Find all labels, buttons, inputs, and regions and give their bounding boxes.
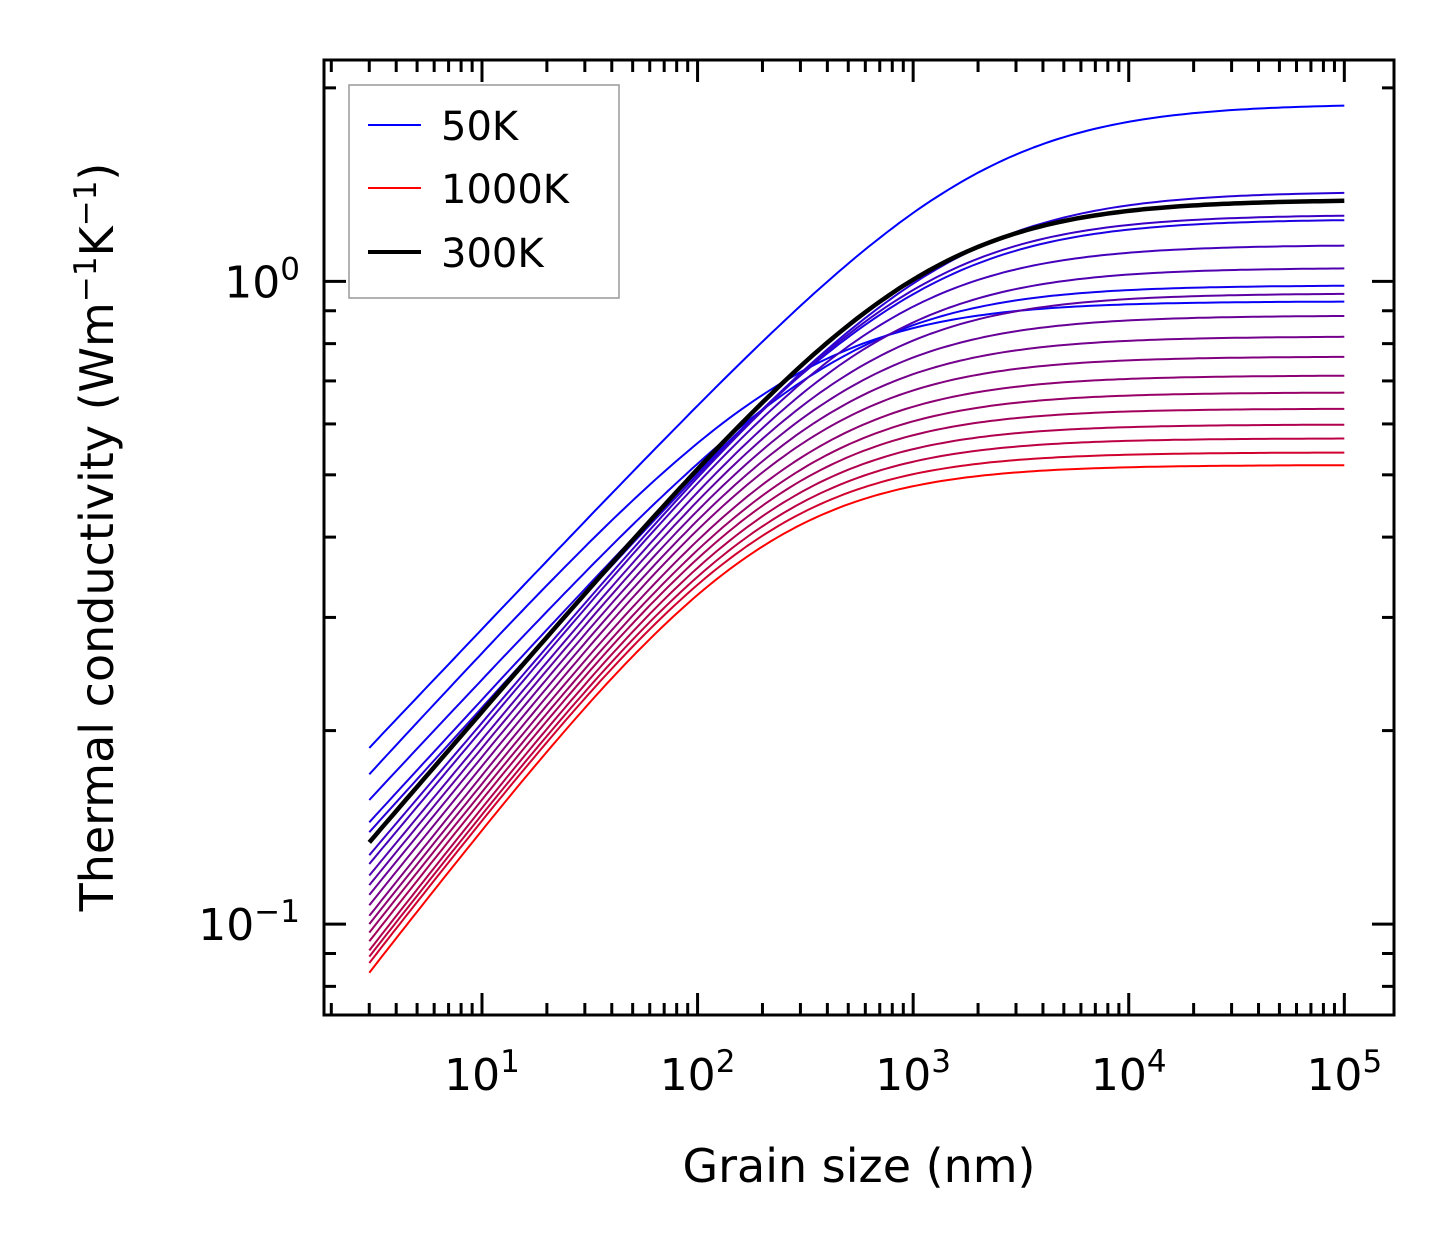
legend: 50K 1000K 300K — [348, 84, 620, 299]
y-tick-label: 10−1 — [198, 894, 300, 951]
x-tick-label-base: 10 — [875, 1050, 931, 1101]
series-line-500k — [368, 292, 1345, 886]
series-line-700k — [368, 374, 1345, 925]
series-line-1000k — [368, 464, 1345, 974]
plot-frame — [322, 58, 1396, 1017]
x-tick-label: 103 — [875, 1044, 951, 1101]
y-axis-label-sup1: −1 — [68, 256, 104, 302]
x-axis-label: Grain size (nm) — [683, 1139, 1036, 1193]
x-tick-label-base: 10 — [1306, 1050, 1362, 1101]
series-line-200k — [368, 219, 1345, 823]
series-lines — [367, 104, 1345, 974]
y-axis-label-sup2: −1 — [68, 181, 104, 227]
x-tick-label: 104 — [1091, 1044, 1167, 1101]
legend-label-300k: 300K — [441, 231, 545, 277]
y-axis-label: Thermal conductivity (Wm−1K−1) — [68, 163, 124, 913]
x-tick-label-exponent: 2 — [716, 1044, 736, 1080]
series-line-450k — [368, 267, 1345, 877]
series-line-800k — [368, 407, 1345, 942]
x-tick-label: 105 — [1306, 1044, 1382, 1101]
x-tick-labels: 101 102 103 104 105 — [444, 1044, 1382, 1101]
legend-label-1000k: 1000K — [441, 167, 571, 213]
x-tick-label-base: 10 — [444, 1050, 500, 1101]
y-tick-label-exponent: −1 — [254, 894, 300, 930]
series-line-300k — [367, 198, 1345, 844]
series-line-750k — [368, 391, 1345, 934]
y-axis-label-end: ) — [70, 163, 124, 181]
x-tick-label-exponent: 4 — [1147, 1044, 1167, 1080]
x-tick-label-base: 10 — [660, 1050, 716, 1101]
axis-ticks — [324, 60, 1394, 1015]
y-tick-label: 100 — [224, 251, 300, 308]
series-line-50k — [368, 104, 1345, 749]
y-tick-label-exponent: 0 — [280, 251, 300, 287]
series-line-400k — [368, 244, 1345, 865]
x-tick-label-exponent: 3 — [931, 1044, 951, 1080]
y-tick-label-base: 10 — [198, 900, 254, 951]
legend-frame — [348, 84, 620, 299]
series-line-650k — [368, 355, 1345, 917]
legend-label-50k: 50K — [441, 104, 520, 150]
x-tick-label: 101 — [444, 1044, 520, 1101]
series-line-900k — [368, 437, 1345, 958]
series-line-550k — [368, 315, 1345, 896]
series-line-350k — [368, 214, 1345, 856]
series-line-600k — [368, 335, 1345, 906]
x-tick-label-exponent: 5 — [1362, 1044, 1382, 1080]
x-tick-label-base: 10 — [1091, 1050, 1147, 1101]
y-axis-label-mid: K — [70, 224, 124, 256]
series-line-850k — [368, 423, 1345, 952]
y-axis-label-main: Thermal conductivity (Wm — [70, 302, 124, 912]
x-tick-label-exponent: 1 — [500, 1044, 520, 1080]
series-line-950k — [368, 451, 1345, 964]
y-tick-label-base: 10 — [224, 257, 280, 308]
series-line-100k — [368, 300, 1345, 775]
x-tick-label: 102 — [660, 1044, 736, 1101]
series-line-150k — [368, 284, 1345, 801]
